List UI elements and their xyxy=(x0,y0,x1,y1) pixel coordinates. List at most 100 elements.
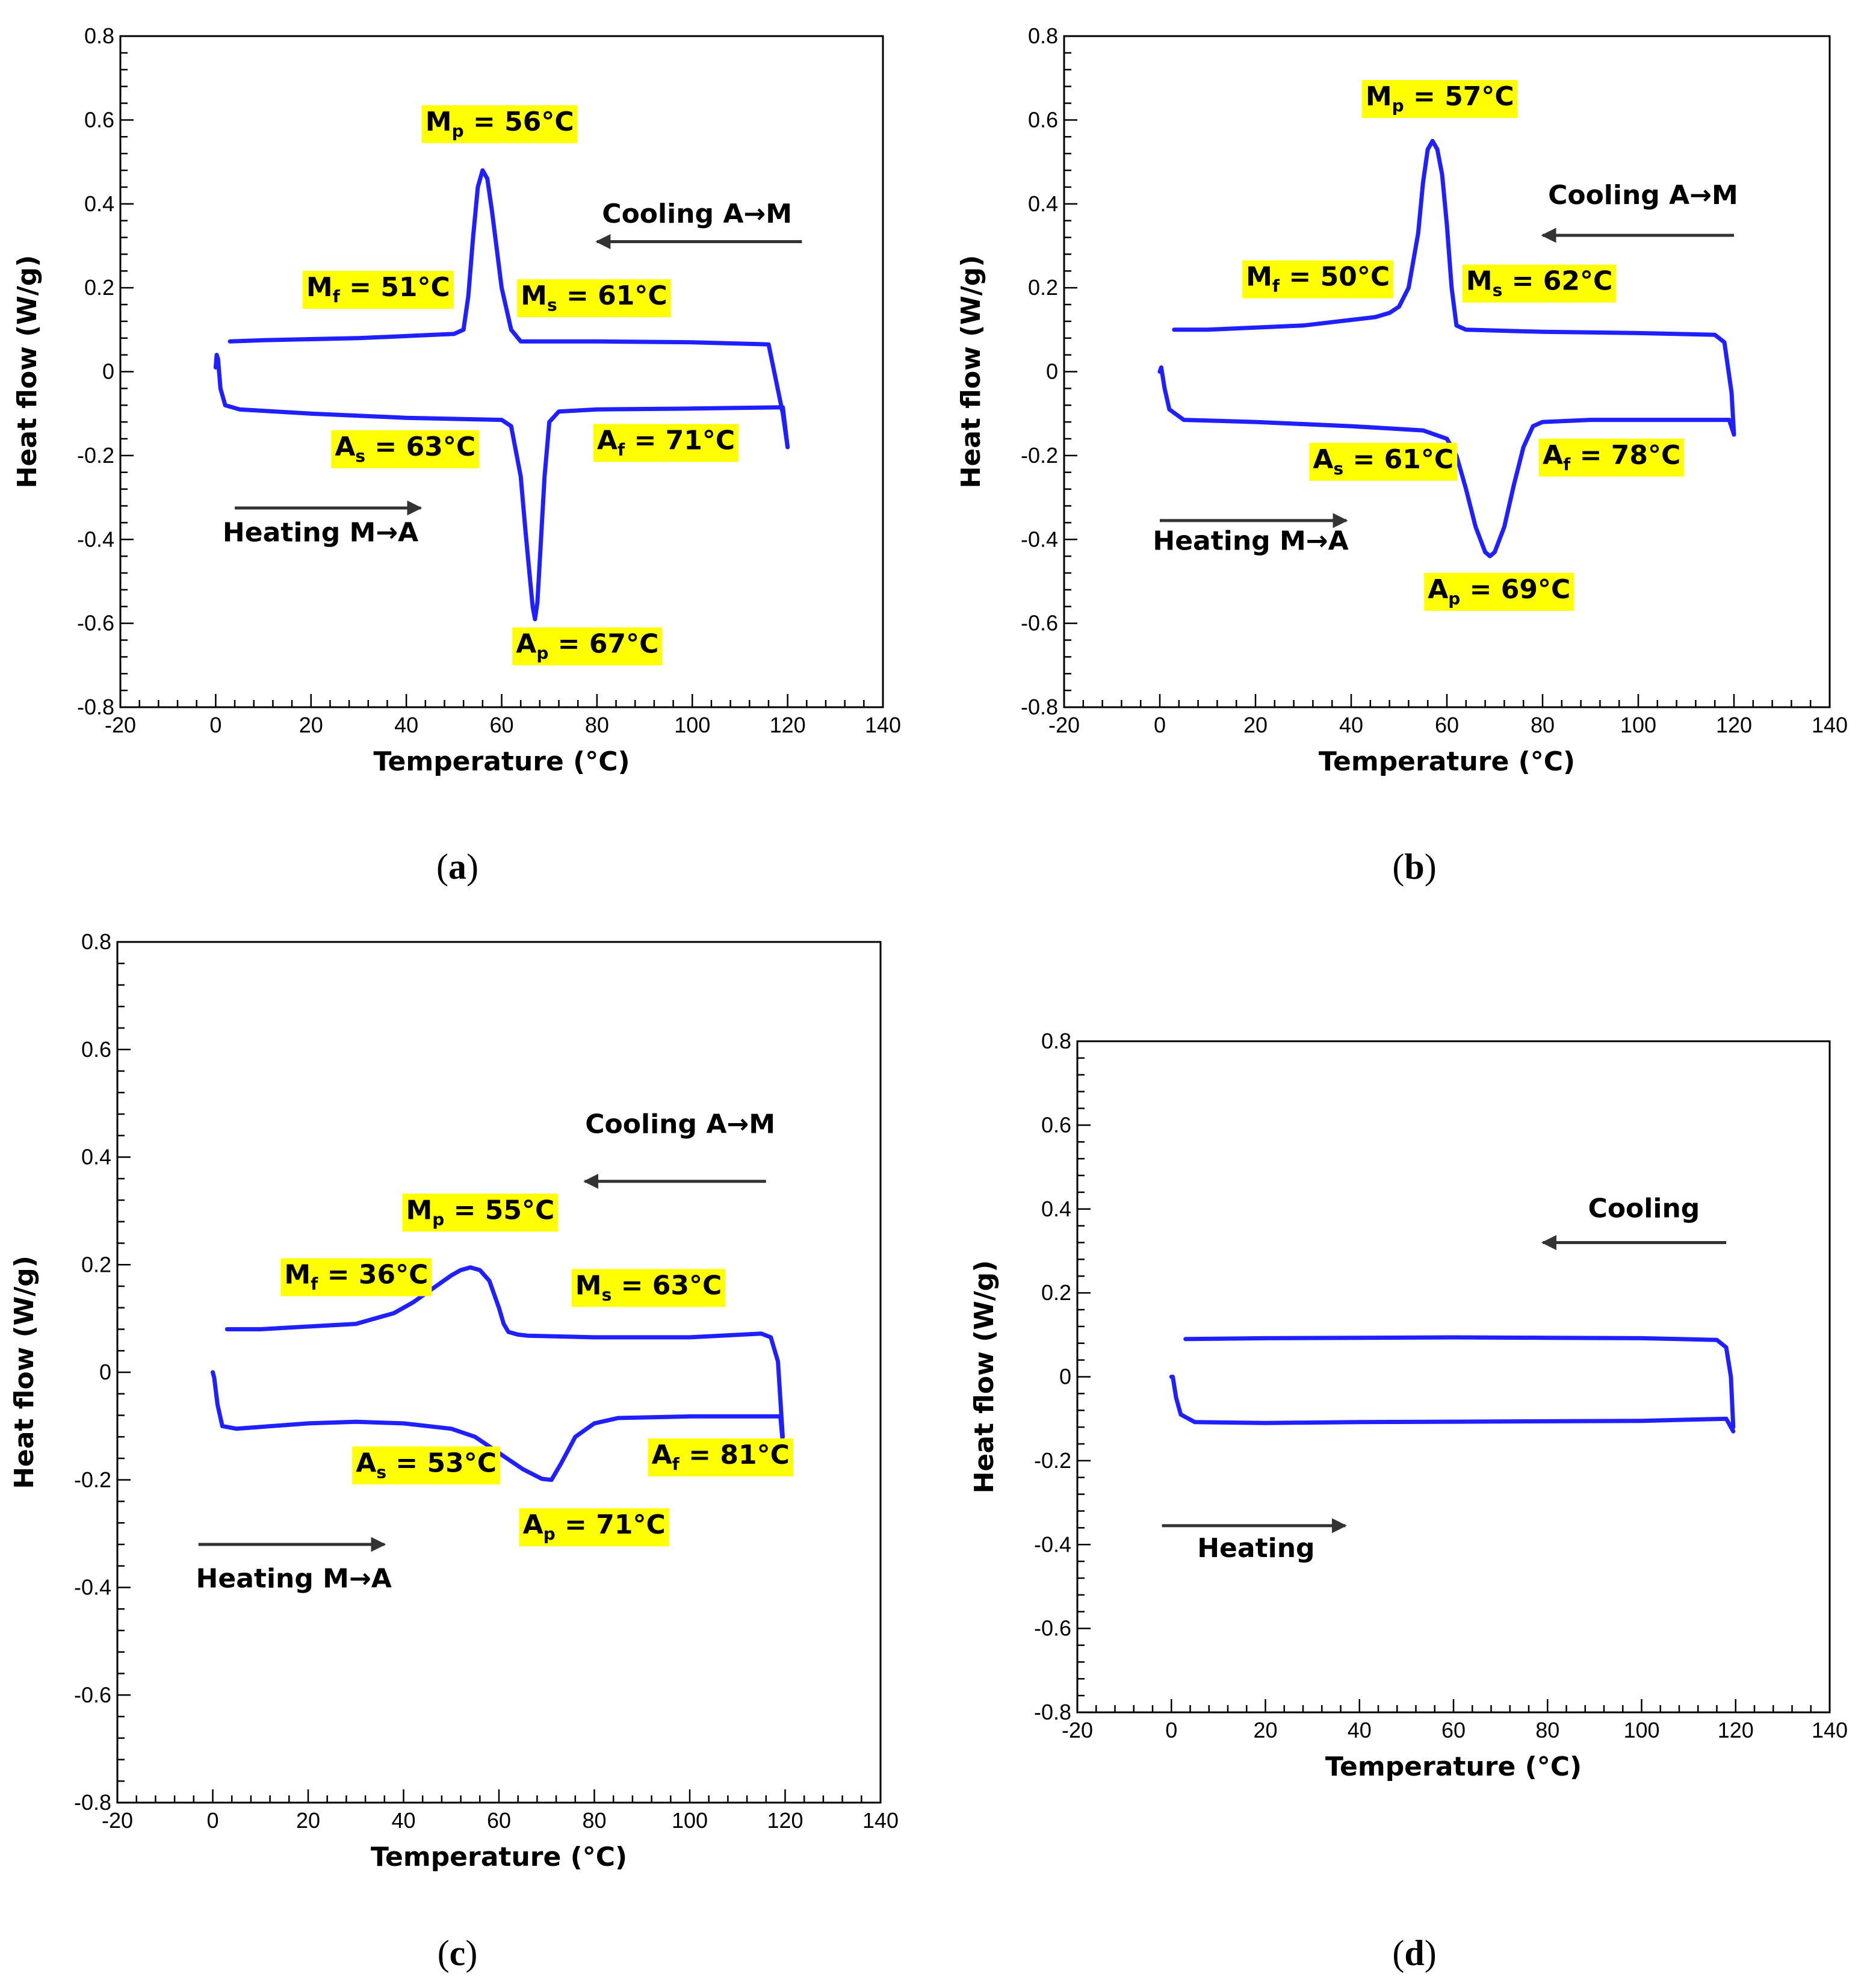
x-tick-label: 80 xyxy=(1535,1718,1559,1742)
y-tick-label: -0.8 xyxy=(74,1790,111,1815)
y-tick-label: -0.4 xyxy=(1021,527,1058,551)
y-tick-label: 0 xyxy=(102,359,114,384)
annotation-symbol: M xyxy=(306,272,333,303)
annotation-highlight xyxy=(1424,572,1574,611)
x-tick-label: 40 xyxy=(1348,1718,1372,1742)
temperature-annotation: Af = 78°C xyxy=(1539,438,1685,477)
annotation-label: Mp = 56°C xyxy=(426,107,574,141)
x-tick-label: 100 xyxy=(672,1808,708,1833)
series-line-cooling xyxy=(1183,1335,1736,1429)
chart-panel-a: -20 0 20 40 60 80 100 120 140 -0.8 -0.6 -0.4 -0.2 0 0.… xyxy=(12,23,901,887)
annotation-subscript: p xyxy=(452,121,464,141)
annotation-label: As = 53°C xyxy=(356,1448,497,1482)
caption-close: ) xyxy=(1425,847,1437,887)
temperature-annotation: Ap = 71°C xyxy=(519,1508,669,1547)
annotation-label: Ms = 63°C xyxy=(575,1270,722,1304)
y-tick-label: -0.4 xyxy=(77,527,114,551)
annotation-symbol: A xyxy=(1313,444,1333,475)
annotation-highlight xyxy=(512,627,663,666)
chart-panel-b: -20 0 20 40 60 80 100 120 140 -0.8 -0.6 -0.4 -0.2 0 0.… xyxy=(956,23,1848,887)
annotation-highlight xyxy=(280,1258,432,1296)
annotation-highlight xyxy=(519,1508,669,1547)
direction-label: Cooling xyxy=(1588,1194,1700,1224)
plot-frame xyxy=(116,941,882,1804)
x-tick-label: 20 xyxy=(1243,713,1268,737)
x-tick-label: 60 xyxy=(489,713,513,737)
caption-open: ( xyxy=(438,1933,450,1973)
y-axis-title: Heat flow (W/g) xyxy=(969,1260,1000,1494)
y-tick-label: 0.2 xyxy=(81,1252,111,1277)
annotation-symbol: M xyxy=(521,280,547,311)
y-tick-label: 0.6 xyxy=(1041,1112,1071,1137)
annotation-highlight xyxy=(571,1269,726,1307)
y-tick-label: 0.6 xyxy=(1028,107,1058,132)
annotation-symbol: A xyxy=(516,628,536,659)
plot-frame xyxy=(1076,1040,1831,1714)
x-axis-title: Temperature (°C) xyxy=(1325,1751,1582,1782)
annotation-symbol: A xyxy=(1428,574,1448,605)
x-tick-label: 80 xyxy=(582,1808,606,1833)
annotation-value: = 53°C xyxy=(386,1448,497,1478)
y-tick-label: -0.2 xyxy=(1021,443,1058,468)
x-tick-label: 40 xyxy=(1339,713,1363,737)
annotation-value: = 51°C xyxy=(340,272,450,303)
temperature-annotation: Ms = 62°C xyxy=(1462,264,1617,303)
x-tick-label: 0 xyxy=(206,1808,218,1833)
annotation-symbol: M xyxy=(575,1270,602,1301)
temperature-annotation: Mp = 57°C xyxy=(1361,79,1518,118)
direction-label: Heating M→A xyxy=(223,518,418,548)
annotation-label: Mp = 55°C xyxy=(406,1195,554,1229)
annotation-symbol: M xyxy=(1246,262,1272,293)
x-tick-label: 60 xyxy=(1435,713,1459,737)
x-tick-label: 120 xyxy=(767,1808,803,1833)
annotation-symbol: M xyxy=(406,1195,432,1225)
annotation-label: Ms = 62°C xyxy=(1466,266,1613,300)
y-tick-label: 0.8 xyxy=(1041,1029,1071,1053)
x-tick-label: 20 xyxy=(299,713,323,737)
x-tick-label: 20 xyxy=(296,1808,320,1833)
annotation-value: = 81°C xyxy=(680,1440,790,1470)
annotation-label: As = 61°C xyxy=(1313,444,1454,478)
temperature-annotation: As = 53°C xyxy=(352,1446,501,1485)
panel-caption: (d) xyxy=(1392,1933,1436,1973)
series-line-cooling xyxy=(1172,138,1736,437)
series-line-cooling xyxy=(228,168,790,450)
annotation-highlight xyxy=(1361,79,1518,118)
x-axis-title: Temperature (°C) xyxy=(371,1842,627,1872)
annotation-value: = 71°C xyxy=(625,425,735,456)
annotation-subscript: p xyxy=(1448,589,1460,608)
annotation-highlight xyxy=(593,424,739,462)
temperature-annotation: Ap = 69°C xyxy=(1424,572,1574,611)
y-tick-label: 0.8 xyxy=(1028,23,1058,48)
annotation-value: = 55°C xyxy=(444,1195,554,1225)
annotation-highlight xyxy=(421,105,578,143)
series-line-heating xyxy=(1169,1375,1736,1434)
y-tick-label: -0.2 xyxy=(1034,1448,1071,1473)
x-tick-label: 80 xyxy=(1531,713,1555,737)
annotation-subscript: s xyxy=(376,1462,386,1482)
y-tick-label: -0.6 xyxy=(74,1682,111,1707)
temperature-annotation: Af = 81°C xyxy=(648,1438,793,1476)
x-tick-label: 0 xyxy=(1154,713,1166,737)
annotation-subscript: p xyxy=(543,1524,556,1544)
annotation-label: Af = 78°C xyxy=(1543,440,1680,474)
annotation-label: Ap = 71°C xyxy=(523,1510,666,1544)
y-tick-label: -0.4 xyxy=(74,1575,111,1600)
annotation-subscript: f xyxy=(618,439,625,459)
y-tick-label: 0.6 xyxy=(81,1037,111,1062)
direction-label: Cooling A→M xyxy=(585,1109,775,1139)
annotation-label: Ms = 61°C xyxy=(521,280,667,315)
annotation-value: = 50°C xyxy=(1280,262,1390,293)
temperature-annotation: As = 61°C xyxy=(1309,442,1458,481)
annotation-subscript: f xyxy=(1563,454,1571,474)
caption-letter: c xyxy=(450,1933,466,1973)
annotation-subscript: s xyxy=(602,1284,612,1304)
caption-open: ( xyxy=(1392,847,1404,887)
x-tick-label: 120 xyxy=(1718,1718,1754,1742)
x-tick-label: 20 xyxy=(1253,1718,1277,1742)
annotation-label: Af = 71°C xyxy=(597,425,735,459)
annotation-value: = 62°C xyxy=(1502,266,1612,297)
x-tick-label: 40 xyxy=(391,1808,415,1833)
y-tick-label: -0.6 xyxy=(77,611,114,636)
